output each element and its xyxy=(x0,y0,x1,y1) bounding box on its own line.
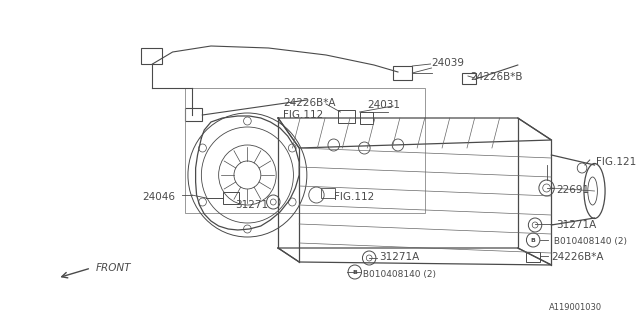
Text: 24039: 24039 xyxy=(431,58,465,68)
Text: 24046: 24046 xyxy=(142,192,175,202)
Text: A119001030: A119001030 xyxy=(549,303,602,312)
Bar xyxy=(462,73,476,84)
Text: 31271A: 31271A xyxy=(556,220,596,230)
Bar xyxy=(527,252,540,262)
Text: 24226B*A: 24226B*A xyxy=(283,98,335,108)
Bar xyxy=(337,110,355,123)
Bar xyxy=(393,66,412,80)
Bar xyxy=(141,48,162,64)
Bar xyxy=(321,188,335,198)
Bar xyxy=(223,192,239,204)
Bar xyxy=(185,108,202,121)
Text: B010408140 (2): B010408140 (2) xyxy=(552,237,627,246)
Text: B010408140 (2): B010408140 (2) xyxy=(360,270,436,279)
Text: FIG.121: FIG.121 xyxy=(596,157,637,167)
Text: 24031: 24031 xyxy=(367,100,400,110)
Text: 31271A: 31271A xyxy=(379,252,419,262)
Text: 22691: 22691 xyxy=(556,185,589,195)
Text: B: B xyxy=(531,237,536,243)
Text: FIG.112: FIG.112 xyxy=(283,110,323,120)
Text: 24226B*A: 24226B*A xyxy=(552,252,604,262)
Bar xyxy=(185,88,425,213)
Bar xyxy=(360,112,373,124)
Text: B: B xyxy=(353,269,357,275)
Text: FIG.112: FIG.112 xyxy=(333,192,374,202)
Text: 31271: 31271 xyxy=(235,200,268,210)
Text: 24226B*B: 24226B*B xyxy=(470,72,522,82)
Text: FRONT: FRONT xyxy=(96,263,131,273)
